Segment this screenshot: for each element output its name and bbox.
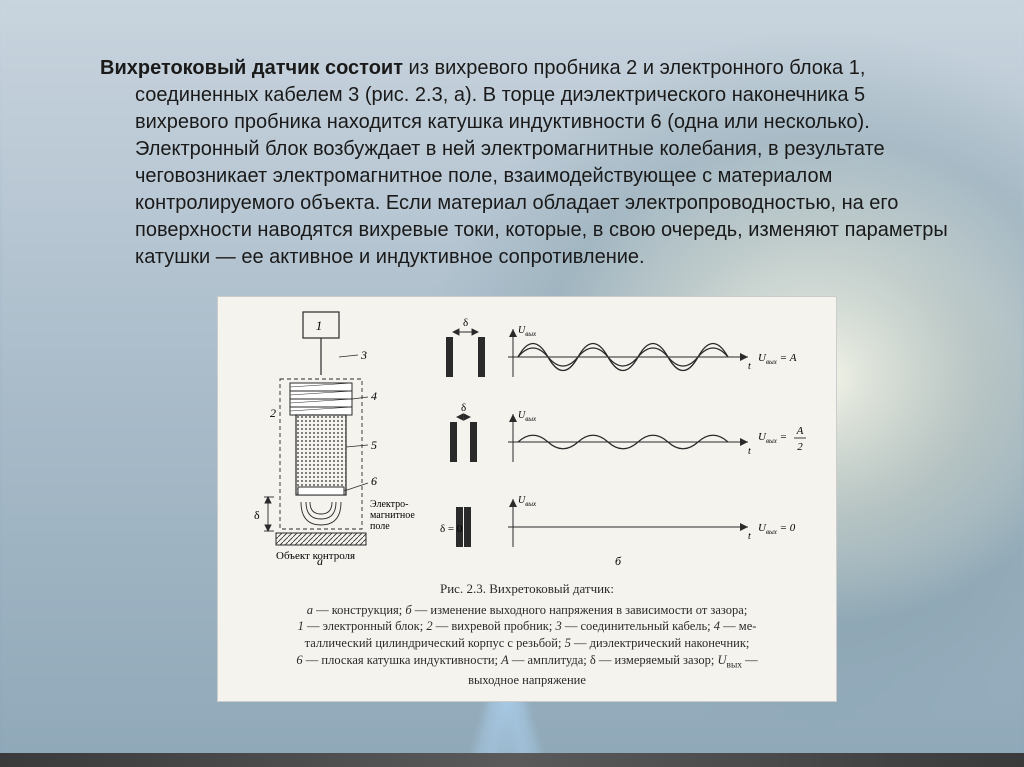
panel-b-letter: б <box>615 554 622 567</box>
panel-b-svg: δ Uвых t Uвых = A <box>438 307 818 567</box>
r2-A: A <box>796 425 804 437</box>
panel-a-letter: а <box>317 554 323 567</box>
anno-1: 1 <box>316 318 323 333</box>
anno-4: 4 <box>371 389 377 403</box>
figure-panel-b: δ Uвых t Uвых = A <box>438 307 826 572</box>
r1-uout: Uвых <box>518 325 537 338</box>
r1-t: t <box>748 361 751 372</box>
r2-uout: Uвых <box>518 410 537 423</box>
anno-5: 5 <box>371 438 377 452</box>
footer-bar <box>0 753 1024 767</box>
r2-delta: δ <box>461 402 466 414</box>
anno-3: 3 <box>360 348 367 362</box>
label-delta: δ <box>254 508 260 522</box>
figure-caption: Рис. 2.3. Вихретоковый датчик: а — конст… <box>228 580 826 689</box>
figure-scan: 1 <box>217 296 837 702</box>
figure-body: 1 <box>228 307 826 572</box>
anno-2: 2 <box>270 406 276 420</box>
r2-t: t <box>748 446 751 457</box>
caption-body: а — конструкция; б — изменение выходного… <box>228 602 826 690</box>
threaded-body <box>290 383 352 415</box>
main-paragraph: Вихретоковый датчик состоит из вихревого… <box>100 55 954 271</box>
panel-a-svg: 1 <box>228 307 428 567</box>
slide-content: Вихретоковый датчик состоит из вихревого… <box>0 0 1024 722</box>
r3-t: t <box>748 531 751 542</box>
caption-title: Рис. 2.3. Вихретоковый датчик: <box>228 580 826 598</box>
r3-uout: Uвых <box>518 495 537 508</box>
anno-6: 6 <box>371 474 377 488</box>
label-object: Объект контроля <box>276 550 355 562</box>
body-text: из вихревого пробника 2 и электронного б… <box>135 57 948 268</box>
r1-eq: Uвых = A <box>758 352 797 366</box>
label-emfield: Электро-магнитноеполе <box>370 499 415 532</box>
r3-delta0: δ = 0 <box>440 523 463 535</box>
lead-bold: Вихретоковый датчик состоит <box>100 57 403 79</box>
r2-2: 2 <box>797 441 803 453</box>
figure-panel-a: 1 <box>228 307 428 572</box>
r2-eq: Uвых = <box>758 431 787 445</box>
r3-eq: Uвых = 0 <box>758 522 796 536</box>
r1-delta: δ <box>463 317 468 329</box>
